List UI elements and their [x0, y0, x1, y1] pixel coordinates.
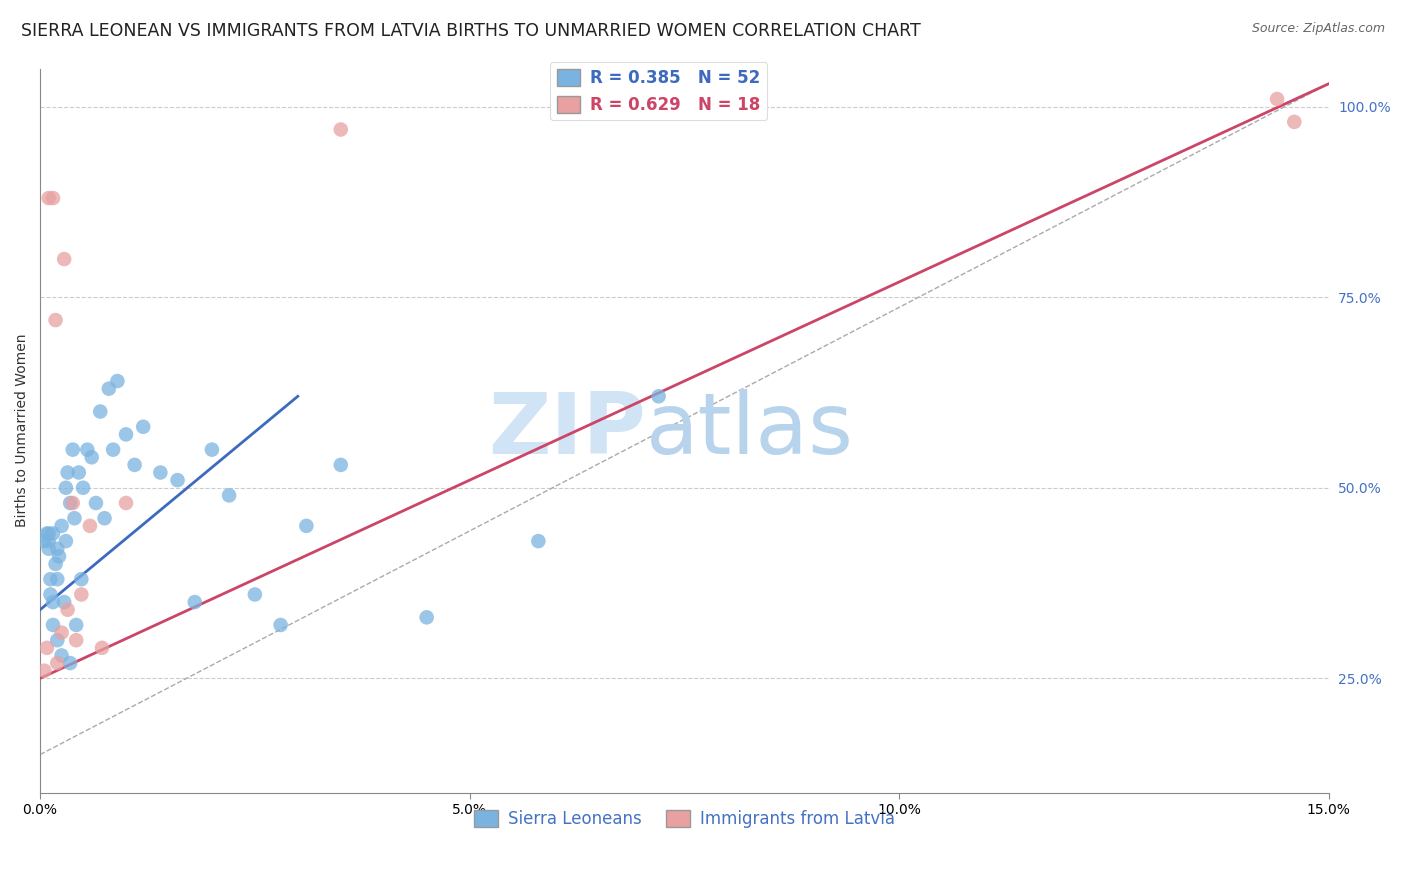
Point: [1265, 92, 1288, 106]
Point: [527, 534, 550, 549]
Point: [42, 595, 65, 609]
Point: [329, 458, 352, 472]
Point: [42, 526, 65, 541]
Point: [80, 450, 103, 465]
Point: [45, 557, 67, 571]
Point: [35, 526, 58, 541]
Point: [38, 526, 60, 541]
Point: [46, 656, 69, 670]
Point: [53, 252, 76, 266]
Point: [34, 664, 56, 678]
Point: [270, 618, 292, 632]
Point: [59, 496, 82, 510]
Y-axis label: Births to Unmarried Women: Births to Unmarried Women: [15, 334, 30, 527]
Text: atlas: atlas: [645, 389, 853, 472]
Point: [295, 519, 318, 533]
Point: [1284, 115, 1306, 129]
Point: [97, 382, 120, 396]
Point: [53, 595, 76, 609]
Point: [107, 374, 129, 388]
Point: [166, 473, 188, 487]
Point: [45, 313, 67, 327]
Point: [201, 442, 224, 457]
Point: [76, 442, 98, 457]
Point: [35, 640, 58, 655]
Point: [89, 404, 111, 418]
Point: [38, 534, 60, 549]
Point: [70, 572, 93, 586]
Point: [124, 458, 146, 472]
Point: [39, 587, 62, 601]
Point: [72, 481, 94, 495]
Point: [65, 618, 87, 632]
Point: [115, 427, 138, 442]
Point: [51, 648, 73, 663]
Point: [184, 595, 207, 609]
Point: [38, 541, 60, 556]
Point: [132, 419, 155, 434]
Point: [70, 587, 93, 601]
Point: [46, 541, 69, 556]
Point: [51, 625, 73, 640]
Legend: Sierra Leoneans, Immigrants from Latvia: Sierra Leoneans, Immigrants from Latvia: [468, 804, 901, 835]
Point: [647, 389, 669, 403]
Point: [84, 496, 107, 510]
Point: [48, 549, 70, 564]
Text: ZIP: ZIP: [488, 389, 645, 472]
Point: [91, 640, 114, 655]
Point: [34, 534, 56, 549]
Point: [65, 633, 87, 648]
Point: [42, 618, 65, 632]
Point: [329, 122, 352, 136]
Point: [55, 481, 77, 495]
Point: [46, 633, 69, 648]
Point: [62, 442, 84, 457]
Point: [46, 572, 69, 586]
Point: [218, 488, 240, 502]
Point: [67, 466, 90, 480]
Point: [79, 519, 101, 533]
Point: [39, 572, 62, 586]
Point: [115, 496, 138, 510]
Point: [149, 466, 172, 480]
Point: [56, 466, 79, 480]
Point: [56, 603, 79, 617]
Text: Source: ZipAtlas.com: Source: ZipAtlas.com: [1251, 22, 1385, 36]
Point: [63, 511, 86, 525]
Point: [101, 442, 124, 457]
Point: [55, 534, 77, 549]
Point: [415, 610, 437, 624]
Point: [51, 519, 73, 533]
Point: [59, 656, 82, 670]
Point: [93, 511, 115, 525]
Point: [62, 496, 84, 510]
Point: [38, 191, 60, 205]
Text: SIERRA LEONEAN VS IMMIGRANTS FROM LATVIA BIRTHS TO UNMARRIED WOMEN CORRELATION C: SIERRA LEONEAN VS IMMIGRANTS FROM LATVIA…: [21, 22, 921, 40]
Point: [243, 587, 266, 601]
Point: [42, 191, 65, 205]
